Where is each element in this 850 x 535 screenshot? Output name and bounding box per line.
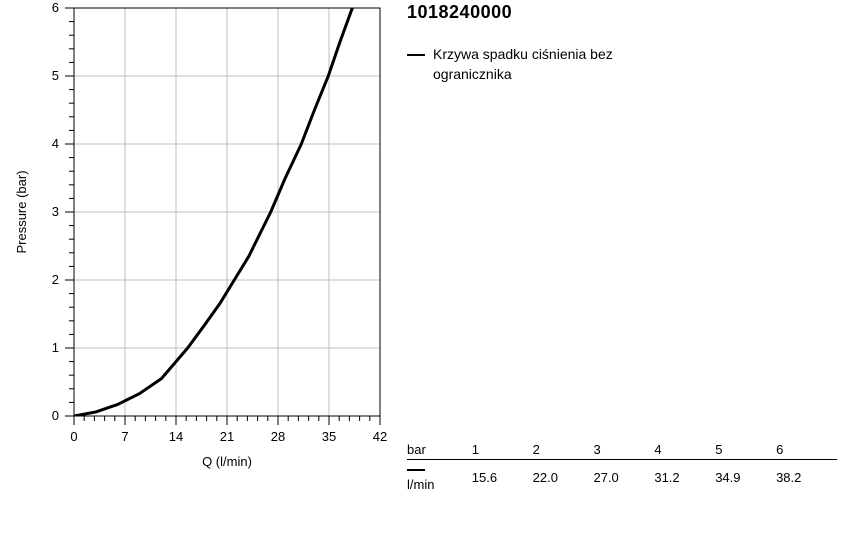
table-row: l/min 15.6 22.0 27.0 31.2 34.9 38.2 (407, 460, 837, 495)
svg-text:14: 14 (169, 429, 183, 444)
svg-text:42: 42 (373, 429, 387, 444)
legend: Krzywa spadku ciśnienia bez ogranicznika (407, 45, 837, 84)
data-table-container: bar 1 2 3 4 5 6 l/min 15.6 22.0 (407, 440, 837, 494)
series-swatch-icon (407, 469, 425, 471)
svg-text:35: 35 (322, 429, 336, 444)
svg-text:4: 4 (52, 136, 59, 151)
unit-lmin-label: l/min (407, 477, 434, 492)
table-header-row: bar 1 2 3 4 5 6 (407, 440, 837, 460)
table-cell: 34.9 (715, 460, 776, 495)
page-root: 0714212835420123456Q (l/min)Pressure (ba… (0, 0, 850, 535)
legend-line-swatch (407, 54, 425, 56)
svg-text:7: 7 (121, 429, 128, 444)
svg-text:21: 21 (220, 429, 234, 444)
right-column: 1018240000 Krzywa spadku ciśnienia bez o… (407, 2, 837, 84)
svg-text:6: 6 (52, 0, 59, 15)
table-col: 1 (472, 440, 533, 460)
pressure-chart: 0 7 14 21 28 35 42 0 1 2 3 4 5 6 Q (l/min) Pressure (ba… (0, 0, 400, 510)
svg-text:Pressure (bar): Pressure (bar) (14, 170, 29, 253)
svg-text:3: 3 (52, 204, 59, 219)
svg-text:5: 5 (52, 68, 59, 83)
product-code-title: 1018240000 (407, 2, 837, 23)
svg-text:1: 1 (52, 340, 59, 355)
data-table: bar 1 2 3 4 5 6 l/min 15.6 22.0 (407, 440, 837, 494)
svg-text:28: 28 (271, 429, 285, 444)
legend-label: Krzywa spadku ciśnienia bez ogranicznika (433, 45, 693, 84)
svg-text:Q (l/min): Q (l/min) (202, 454, 252, 469)
table-col: 4 (654, 440, 715, 460)
table-col: 2 (533, 440, 594, 460)
table-col: 6 (776, 440, 837, 460)
table-unit-lmin: l/min (407, 460, 472, 495)
table-cell: 38.2 (776, 460, 837, 495)
svg-text:2: 2 (52, 272, 59, 287)
chart-container: 0 7 14 21 28 35 42 0 1 2 3 4 5 6 Q (l/min) Pressure (ba… (0, 0, 400, 515)
table-cell: 27.0 (593, 460, 654, 495)
table-col: 5 (715, 440, 776, 460)
svg-text:0: 0 (70, 429, 77, 444)
svg-text:0: 0 (52, 408, 59, 423)
table-cell: 15.6 (472, 460, 533, 495)
table-cell: 31.2 (654, 460, 715, 495)
table-unit-bar: bar (407, 440, 472, 460)
table-cell: 22.0 (533, 460, 594, 495)
table-col: 3 (593, 440, 654, 460)
